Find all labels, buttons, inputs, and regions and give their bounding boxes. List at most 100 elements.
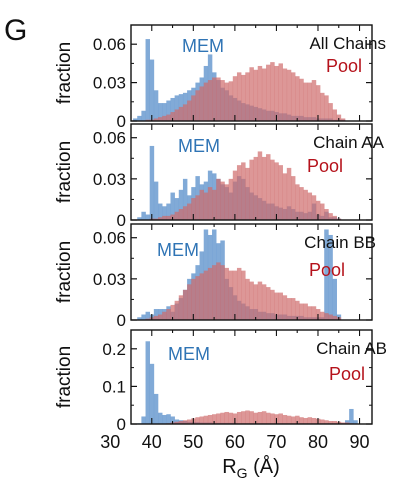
hist-bar [195, 276, 200, 320]
hist-bar [328, 314, 333, 320]
y-axis-label: fraction [54, 241, 75, 303]
hist-bar [299, 303, 304, 320]
hist-bar [282, 173, 288, 220]
series-pool [162, 410, 358, 424]
hist-bar [187, 284, 192, 320]
hist-bar [295, 415, 300, 424]
hist-bar [311, 306, 317, 320]
hist-bar [253, 69, 259, 121]
hist-bar [249, 411, 254, 424]
panel-frame [130, 223, 373, 321]
hist-bar [174, 95, 180, 121]
hist-bar [170, 304, 175, 320]
hist-bar [199, 273, 205, 320]
x-tick-label: 50 [183, 432, 203, 452]
hist-bar [245, 410, 250, 424]
hist-bar [141, 110, 146, 121]
y-tick-label: 0 [117, 311, 126, 330]
hist-bar [245, 278, 250, 320]
hist-bar [133, 118, 138, 121]
hist-bar [328, 420, 333, 424]
hist-bar [228, 81, 234, 121]
hist-bar [282, 295, 288, 320]
hist-bar [228, 270, 234, 320]
hist-bar [324, 420, 329, 424]
hist-bar [166, 215, 171, 220]
hist-bar [245, 167, 250, 220]
hist-bar [195, 417, 200, 424]
hist-bar [290, 72, 296, 121]
hist-bar [199, 86, 205, 121]
hist-bar [145, 341, 150, 424]
legend-pool-label: Pool [309, 260, 345, 280]
hist-bar [274, 65, 279, 121]
hist-bar [261, 284, 267, 320]
hist-bar [191, 278, 196, 320]
hist-bar [216, 77, 221, 121]
hist-bar [220, 181, 225, 220]
hist-bar [286, 69, 292, 121]
hist-bar [311, 195, 317, 220]
y-tick-label: 0 [117, 415, 126, 434]
hist-bar [299, 187, 304, 220]
hist-bar [166, 114, 171, 121]
y-tick-label: 0.03 [93, 74, 126, 93]
hist-bar [282, 68, 288, 121]
hist-bar [182, 178, 188, 220]
hist-bar [303, 82, 308, 121]
hist-bar [178, 420, 184, 424]
y-tick-label: 0.06 [93, 229, 126, 248]
hist-bar [191, 95, 196, 121]
hist-bar [278, 292, 283, 320]
hist-bar [299, 78, 304, 121]
hist-bar [153, 393, 159, 424]
hist-bar [266, 412, 271, 424]
hist-bar [170, 97, 175, 121]
hist-bar [203, 82, 209, 121]
hist-bar [153, 309, 159, 320]
hist-bar [266, 64, 271, 121]
hist-bar [278, 413, 283, 424]
hist-bar [332, 109, 337, 121]
hist-bar [137, 217, 142, 220]
hist-bar [315, 85, 321, 121]
hist-bar [253, 284, 259, 320]
hist-bar [278, 63, 283, 121]
hist-bar [236, 411, 242, 424]
hist-bar [295, 184, 300, 220]
hist-bar [158, 217, 163, 220]
hist-bar [307, 82, 313, 121]
y-axis-label: fraction [54, 42, 75, 104]
hist-bar [232, 170, 238, 220]
hist-bar [195, 90, 200, 121]
hist-bar [137, 317, 142, 320]
hist-bar [207, 187, 213, 220]
hist-bar [158, 412, 163, 424]
hist-bar [166, 203, 171, 220]
hist-bar [228, 178, 234, 220]
x-tick-label: 70 [266, 432, 286, 452]
hist-bar [224, 411, 229, 424]
hist-bar [303, 417, 308, 424]
hist-bar [245, 72, 250, 121]
hist-bar [270, 159, 275, 220]
hist-bar [174, 421, 180, 424]
chart-title: Chain AB [316, 339, 387, 358]
hist-bar [224, 82, 229, 121]
hist-bar [266, 287, 271, 320]
hist-bar [212, 189, 217, 220]
chart-title: Chain BB [304, 233, 376, 252]
hist-bar [166, 100, 171, 121]
hist-bar [174, 211, 180, 220]
hist-bar [257, 151, 263, 220]
panel-frame [130, 329, 373, 425]
hist-bar [216, 262, 221, 320]
chart-panel: 0 0.03 0.06 fraction All Chains MEM Pool [54, 24, 386, 131]
hist-bar [212, 414, 217, 424]
y-tick-label: 0.03 [93, 170, 126, 189]
hist-bar [207, 414, 213, 424]
y-tick-label: 0 [117, 211, 126, 230]
hist-bar [158, 117, 163, 121]
hist-bar [353, 420, 358, 424]
